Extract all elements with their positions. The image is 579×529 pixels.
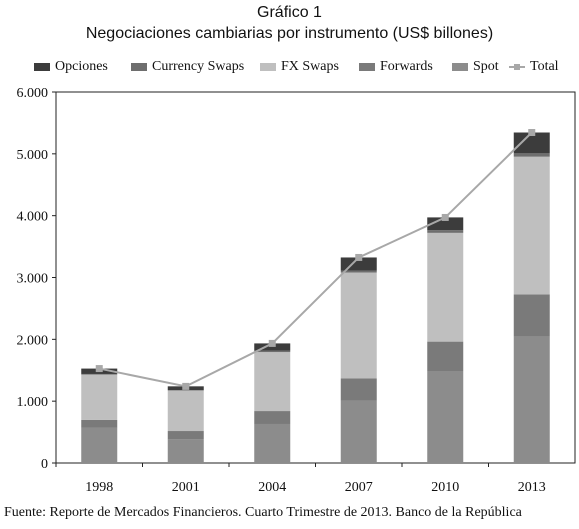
- legend-swatch-currency-swaps: [131, 63, 147, 71]
- x-tick-label: 2001: [172, 480, 200, 495]
- legend-swatch-opciones: [34, 63, 50, 71]
- bar-segment-forwards-2004: [254, 411, 291, 424]
- y-tick-label: 6.000: [17, 86, 49, 101]
- total-point-2001: [182, 382, 190, 390]
- legend-label-fx-swaps: FX Swaps: [281, 59, 339, 74]
- total-point-2007: [355, 253, 363, 261]
- bar-segment-fx-swaps-2007: [340, 272, 377, 379]
- x-tick-label: 2013: [518, 480, 546, 495]
- legend-label-forwards: Forwards: [380, 59, 433, 74]
- total-line: [99, 131, 533, 388]
- x-tick-label: 2007: [345, 480, 373, 495]
- bar-segment-currency-swaps-2004: [254, 350, 291, 353]
- legend-label-spot: Spot: [473, 59, 499, 74]
- bar-segment-fx-swaps-1998: [81, 374, 118, 420]
- legend-label-opciones: Opciones: [55, 59, 108, 74]
- total-point-1998: [95, 365, 103, 373]
- y-tick-label: 1.000: [17, 395, 49, 410]
- bar-segment-fx-swaps-2010: [427, 232, 464, 342]
- bar-segment-spot-2013: [513, 336, 550, 463]
- bar-segment-fx-swaps-2013: [513, 156, 550, 295]
- bar-segment-fx-swaps-2004: [254, 352, 291, 412]
- bar-segment-currency-swaps-2010: [427, 230, 464, 233]
- legend-marker-total: [514, 64, 520, 70]
- bar-segment-opciones-2013: [513, 132, 550, 154]
- y-tick-label: 5.000: [17, 148, 49, 163]
- bar-segment-spot-1998: [81, 427, 118, 463]
- bar-segment-spot-2004: [254, 423, 291, 463]
- y-tick-label: 3.000: [17, 272, 49, 287]
- total-point-2004: [268, 339, 276, 347]
- legend-label-currency-swaps: Currency Swaps: [152, 59, 245, 74]
- bar-segment-currency-swaps-2007: [340, 270, 377, 273]
- bar-segment-forwards-2007: [340, 378, 377, 401]
- bar-segment-currency-swaps-1998: [81, 373, 118, 375]
- legend-label-total: Total: [530, 59, 559, 74]
- legend-swatch-forwards: [359, 63, 375, 71]
- total-point-2010: [441, 213, 449, 221]
- y-tick-label: 4.000: [17, 210, 49, 225]
- source-note: Fuente: Reporte de Mercados Financieros.…: [4, 505, 522, 520]
- bar-segment-spot-2001: [167, 439, 204, 463]
- bar-segment-forwards-2001: [167, 431, 204, 440]
- y-tick-label: 2.000: [17, 333, 49, 348]
- bar-segment-spot-2007: [340, 400, 377, 463]
- chart-title: Negociaciones cambiarias por instrumento…: [85, 25, 494, 42]
- bar-segment-forwards-2013: [513, 294, 550, 337]
- x-tick-label: 2010: [431, 480, 459, 495]
- x-tick-label: 2004: [258, 480, 286, 495]
- bar-segment-currency-swaps-2013: [513, 153, 550, 157]
- bar-segment-forwards-2010: [427, 341, 464, 371]
- bar-segment-spot-2010: [427, 370, 464, 463]
- y-tick-label: 0: [41, 457, 48, 472]
- legend-swatch-spot: [452, 63, 468, 71]
- total-point-2013: [528, 129, 536, 137]
- bar-segment-opciones-2004: [254, 343, 291, 351]
- bar-segment-forwards-1998: [81, 419, 118, 428]
- bar-segment-fx-swaps-2001: [167, 390, 204, 432]
- legend-swatch-fx-swaps: [260, 63, 276, 71]
- x-tick-label: 1998: [85, 480, 113, 495]
- figure-label: Gráfico 1: [257, 4, 322, 21]
- plot-area-frame: [55, 91, 576, 464]
